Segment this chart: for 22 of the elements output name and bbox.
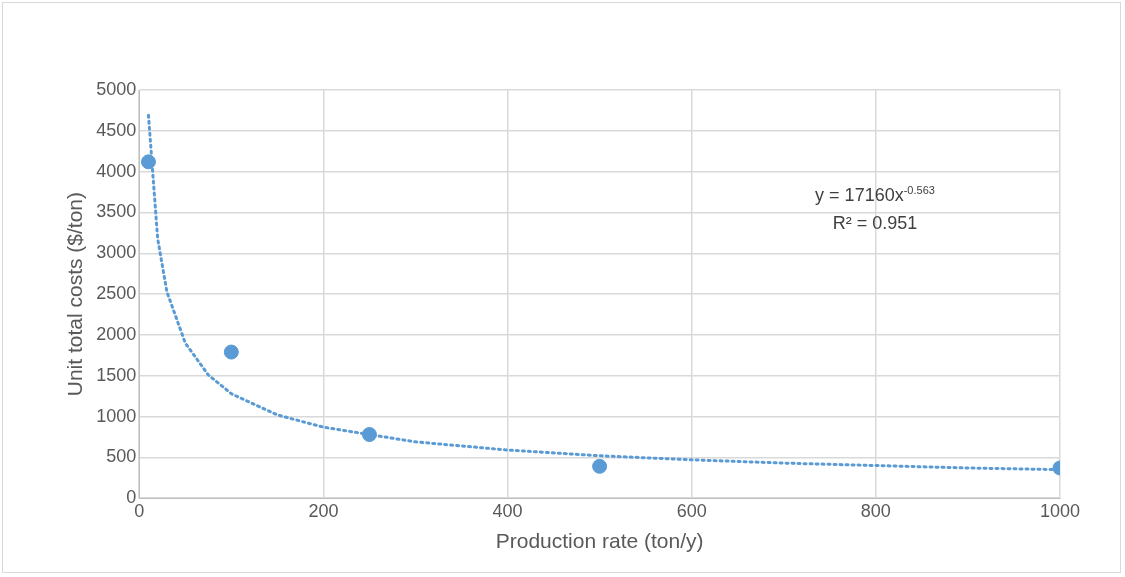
y-tick-label: 2000 (96, 323, 137, 344)
y-tick-label: 1500 (96, 364, 137, 385)
annotation: R² = 0.951 (831, 212, 919, 235)
point (223, 344, 239, 360)
x-axis-title: Production rate (ton/y) (495, 529, 704, 553)
y-tick-label: 3000 (96, 242, 137, 263)
y-tick-label: 2500 (96, 283, 137, 304)
point (140, 154, 156, 170)
y-axis-title: Unit total costs ($/ton) (63, 191, 87, 397)
x-tick-label: 400 (492, 500, 523, 521)
y-tick-label: 1000 (96, 405, 137, 426)
annotation: y = 17160x$^{-0.563}$ (814, 183, 936, 207)
y-tick-label: 4500 (96, 119, 137, 140)
y-tick-label: 4000 (96, 160, 137, 181)
x-tick-label: 200 (308, 500, 339, 521)
point (361, 427, 377, 443)
y-tick-label: 5000 (96, 78, 137, 99)
y-tick-label: 500 (106, 446, 137, 467)
x-tick-label: 600 (676, 500, 707, 521)
x-tick-label: 800 (860, 500, 891, 521)
x-tick-label: 1000 (1039, 500, 1081, 521)
y-tick-label: 3500 (96, 201, 137, 222)
